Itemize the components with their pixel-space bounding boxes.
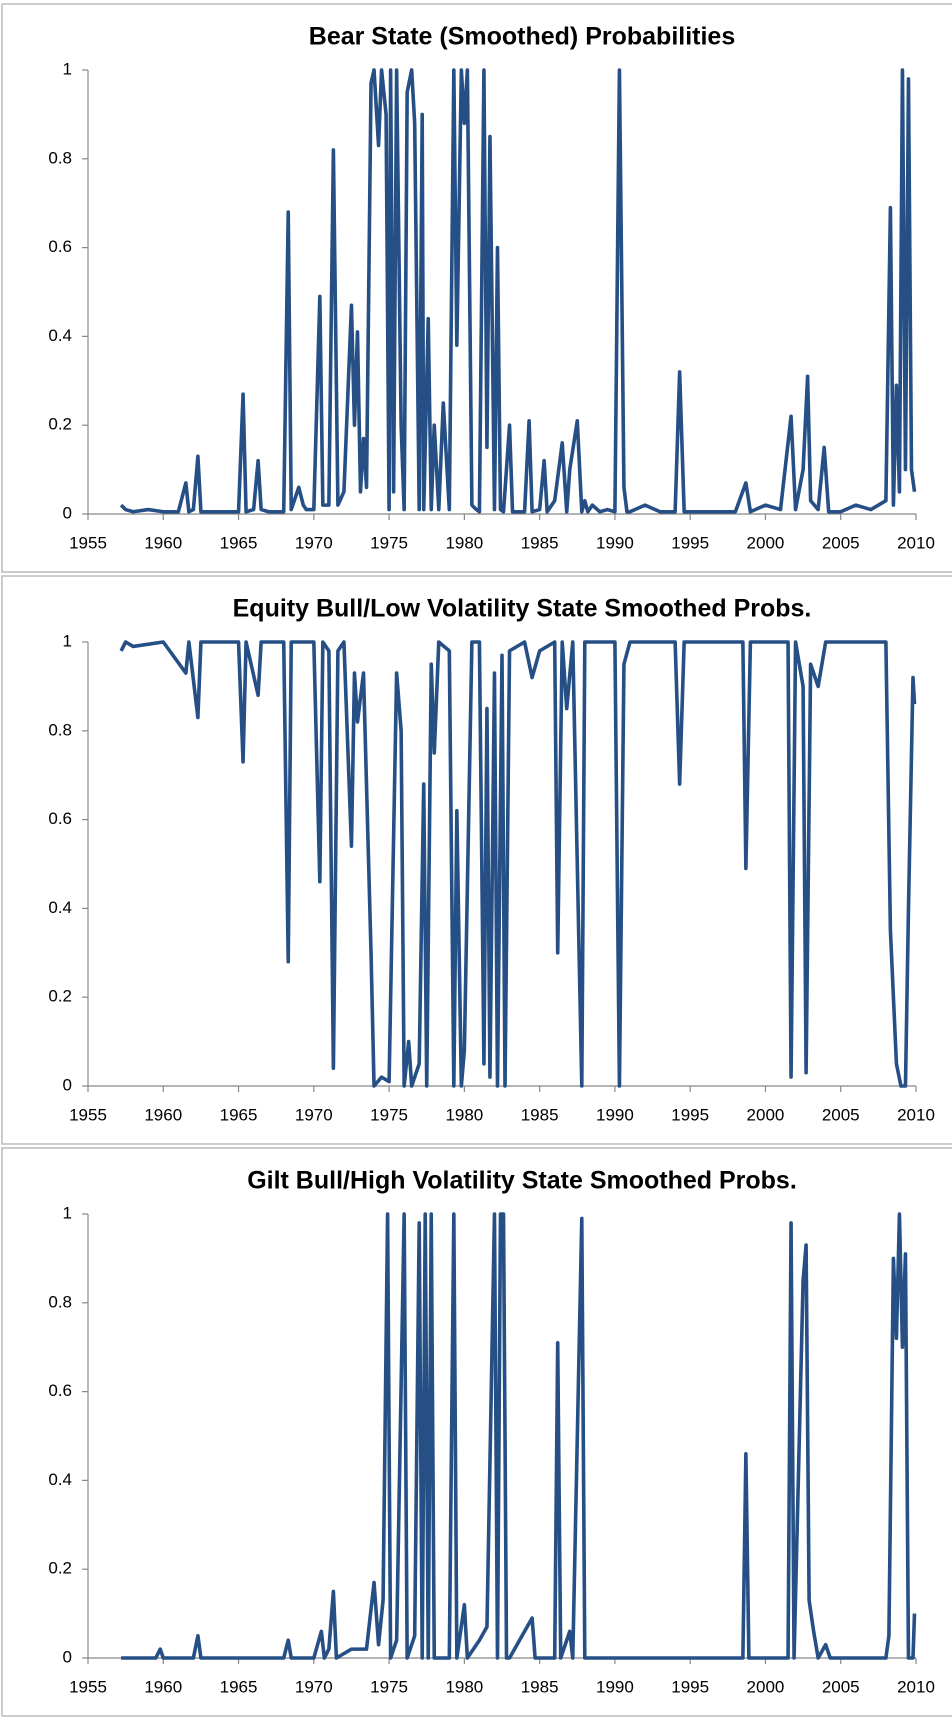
x-tick-label: 1975 xyxy=(370,533,408,552)
x-tick-label: 1960 xyxy=(144,1677,182,1696)
x-tick-label: 2000 xyxy=(747,1105,785,1124)
x-tick-label: 1970 xyxy=(295,1105,333,1124)
x-tick-label: 1990 xyxy=(596,533,634,552)
data-line xyxy=(119,68,917,514)
y-tick-label: 0 xyxy=(63,1647,72,1666)
y-tick-label: 0.8 xyxy=(48,148,72,167)
x-tick-label: 2000 xyxy=(747,533,785,552)
x-tick-label: 2005 xyxy=(822,1105,860,1124)
x-tick-label: 1985 xyxy=(521,1677,559,1696)
y-tick-label: 0.6 xyxy=(48,1381,72,1400)
y-tick-label: 0.8 xyxy=(48,720,72,739)
x-tick-label: 2010 xyxy=(897,533,935,552)
x-tick-label: 1970 xyxy=(295,1677,333,1696)
x-tick-label: 1985 xyxy=(521,533,559,552)
x-tick-label: 1960 xyxy=(144,533,182,552)
x-tick-label: 1965 xyxy=(220,1677,258,1696)
x-tick-label: 2005 xyxy=(822,1677,860,1696)
x-tick-label: 1985 xyxy=(521,1105,559,1124)
y-tick-label: 0 xyxy=(63,503,72,522)
y-tick-label: 0.4 xyxy=(48,898,72,917)
x-tick-label: 1995 xyxy=(671,1105,709,1124)
x-tick-label: 2005 xyxy=(822,533,860,552)
x-tick-label: 2010 xyxy=(897,1677,935,1696)
x-tick-label: 1955 xyxy=(69,1677,107,1696)
x-tick-label: 1980 xyxy=(445,1677,483,1696)
x-tick-label: 1995 xyxy=(671,533,709,552)
y-tick-label: 0.6 xyxy=(48,237,72,256)
x-tick-label: 1980 xyxy=(445,1105,483,1124)
x-tick-label: 1970 xyxy=(295,533,333,552)
x-tick-label: 1980 xyxy=(445,533,483,552)
y-tick-label: 0 xyxy=(63,1075,72,1094)
y-tick-label: 0.8 xyxy=(48,1292,72,1311)
x-tick-label: 2010 xyxy=(897,1105,935,1124)
x-tick-label: 1965 xyxy=(220,533,258,552)
x-tick-label: 1960 xyxy=(144,1105,182,1124)
y-tick-label: 0.4 xyxy=(48,326,72,345)
x-tick-label: 1995 xyxy=(671,1677,709,1696)
x-tick-label: 2000 xyxy=(747,1677,785,1696)
y-tick-label: 0.4 xyxy=(48,1470,72,1489)
panel-frame xyxy=(1,1147,952,1717)
chart-title: Gilt Bull/High Volatility State Smoothed… xyxy=(247,1167,797,1195)
x-tick-label: 1990 xyxy=(596,1677,634,1696)
data-line xyxy=(121,1212,917,1660)
y-tick-label: 1 xyxy=(63,631,72,650)
y-tick-label: 0.6 xyxy=(48,809,72,828)
y-tick-label: 0.2 xyxy=(48,987,72,1006)
chart-panel: Equity Bull/Low Volatility State Smoothe… xyxy=(1,575,952,1145)
x-tick-label: 1990 xyxy=(596,1105,634,1124)
x-tick-label: 1955 xyxy=(69,533,107,552)
y-tick-label: 1 xyxy=(63,59,72,78)
chart-title: Equity Bull/Low Volatility State Smoothe… xyxy=(233,595,812,623)
y-tick-label: 0.2 xyxy=(48,415,72,434)
chart-panel: Bear State (Smoothed) Probabilities 0 0.2 0… xyxy=(1,3,952,573)
data-line xyxy=(119,640,917,1088)
x-tick-label: 1975 xyxy=(370,1677,408,1696)
y-tick-label: 0.2 xyxy=(48,1559,72,1578)
x-tick-label: 1955 xyxy=(69,1105,107,1124)
y-tick-label: 1 xyxy=(63,1203,72,1222)
chart-panel: Gilt Bull/High Volatility State Smoothed… xyxy=(1,1147,952,1717)
x-tick-label: 1975 xyxy=(370,1105,408,1124)
chart-title: Bear State (Smoothed) Probabilities xyxy=(309,23,735,51)
x-tick-label: 1965 xyxy=(220,1105,258,1124)
